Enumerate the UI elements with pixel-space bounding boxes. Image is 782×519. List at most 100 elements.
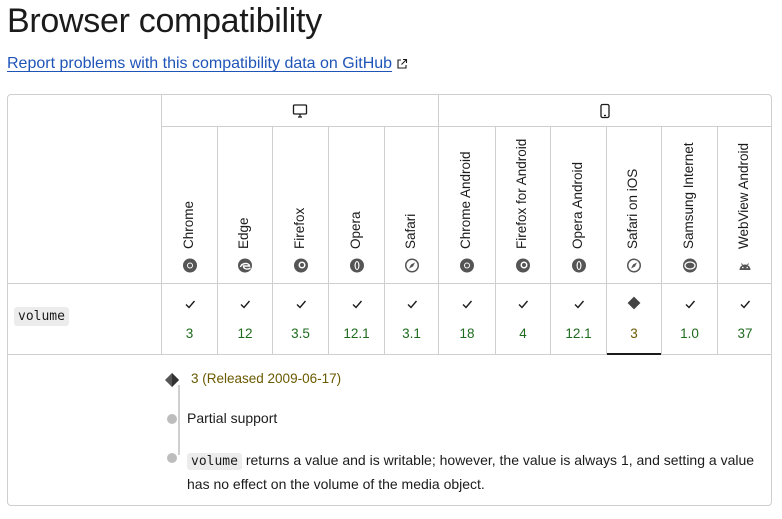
check-icon <box>296 300 306 309</box>
divider <box>161 95 162 354</box>
browser-header-chrome-android: Chrome Android <box>439 127 495 283</box>
feature-volume-code: volume <box>14 307 69 326</box>
support-cell-firefox-for-android[interactable]: 4 <box>496 284 550 354</box>
samsung-logo-icon <box>682 258 697 273</box>
browser-name: Edge <box>236 217 251 249</box>
timeline-dot <box>167 453 177 463</box>
divider <box>717 126 718 354</box>
check-icon <box>240 300 251 309</box>
support-cell-samsung-internet[interactable]: 1.0 <box>662 284 717 354</box>
divider <box>272 126 273 354</box>
support-cell-safari[interactable]: 3.1 <box>385 284 438 354</box>
browser-name: Samsung Internet <box>680 142 696 249</box>
check-icon <box>352 300 362 309</box>
check-icon <box>574 300 584 309</box>
divider <box>384 126 385 354</box>
page-title: Browser compatibility <box>7 2 322 40</box>
report-problems-link[interactable]: Report problems with this compatibility … <box>7 55 408 73</box>
browser-header-samsung-internet: Samsung Internet <box>662 127 717 283</box>
version-label: 18 <box>459 326 475 341</box>
android-logo-icon <box>739 263 751 270</box>
support-note: volume returns a value and is writable; … <box>187 449 767 496</box>
version-label: 3.1 <box>402 326 421 341</box>
report-link-label[interactable]: Report problems with this compatibility … <box>7 55 393 72</box>
support-cell-webview-android[interactable]: 37 <box>718 284 772 354</box>
external-link-icon <box>397 58 408 69</box>
browser-name: Chrome Android <box>458 151 473 249</box>
browser-name: Opera <box>347 211 363 249</box>
browser-header-safari-on-ios: Safari on iOS <box>607 127 661 283</box>
browser-header-safari: Safari <box>385 127 438 283</box>
support-cell-firefox[interactable]: 3.5 <box>273 284 328 354</box>
version-label: 3 <box>185 326 194 341</box>
divider <box>495 126 496 354</box>
support-cell-chrome[interactable]: 3 <box>162 284 217 354</box>
browser-name: Safari <box>402 213 418 249</box>
browser-header-opera-android: Opera Android <box>551 127 606 283</box>
browser-header-firefox-for-android: Firefox for Android <box>496 127 550 283</box>
edge-logo-icon <box>238 258 252 273</box>
check-icon <box>407 300 417 309</box>
release-info: 3 (Released 2009-06-17) <box>191 371 342 386</box>
firefox-logo-icon <box>293 258 308 273</box>
support-cell-opera-android[interactable]: 12.1 <box>551 284 606 354</box>
divider <box>606 126 607 354</box>
version-label: 12.1 <box>565 326 592 341</box>
divider <box>661 126 662 354</box>
partial-support-label: Partial support <box>187 410 278 426</box>
support-cell-chrome-android[interactable]: 18 <box>439 284 495 354</box>
version-label: 4 <box>519 326 527 341</box>
browser-header-webview-android: WebView Android <box>718 127 772 283</box>
note-code: volume <box>187 453 242 470</box>
divider <box>8 283 772 284</box>
divider <box>438 126 439 354</box>
version-label: 12 <box>237 326 253 341</box>
check-icon <box>185 300 195 309</box>
support-timeline <box>178 385 180 455</box>
browser-name: Opera Android <box>569 161 585 249</box>
browser-name: Chrome <box>180 200 196 249</box>
support-cell-opera[interactable]: 12.1 <box>329 284 384 354</box>
compat-table: volume Chrome 3 Edge 12 Firefox 3.5 Opera 12.1 S… <box>7 94 772 506</box>
divider <box>8 354 772 355</box>
partial-support-icon <box>627 296 641 310</box>
desktop-icon <box>292 104 308 118</box>
divider <box>328 126 329 354</box>
support-cell-edge[interactable]: 12 <box>218 284 272 354</box>
divider <box>217 126 218 354</box>
mobile-icon <box>600 103 610 119</box>
firefox-logo-icon <box>516 258 530 273</box>
browser-header-edge: Edge <box>218 127 272 283</box>
check-icon <box>685 300 695 309</box>
divider <box>161 126 772 127</box>
check-icon <box>740 300 751 309</box>
browser-header-chrome: Chrome <box>162 127 217 283</box>
divider <box>550 126 551 354</box>
check-icon <box>462 300 473 309</box>
note-text: returns a value and is writable; however… <box>187 452 755 492</box>
safari-logo-icon <box>627 258 641 273</box>
browser-name: Firefox <box>291 207 307 249</box>
platform-desktop <box>162 95 438 126</box>
browser-header-firefox: Firefox <box>273 127 328 283</box>
browser-header-opera: Opera <box>329 127 384 283</box>
opera-logo-icon <box>349 258 364 273</box>
opera-logo-icon <box>571 258 586 273</box>
browser-name: Firefox for Android <box>514 138 529 249</box>
version-label: 3 <box>630 326 638 341</box>
browser-name: Safari on iOS <box>625 168 640 249</box>
version-label: 1.0 <box>680 326 699 341</box>
active-cell-indicator <box>607 353 661 355</box>
chrome-logo-icon <box>182 258 197 273</box>
version-label: 37 <box>737 326 753 341</box>
version-label: 12.1 <box>343 326 370 341</box>
support-cell-safari-on-ios[interactable]: 3 <box>607 284 661 355</box>
partial-support-icon <box>165 373 179 387</box>
platform-mobile <box>439 95 772 126</box>
chrome-logo-icon <box>460 258 474 273</box>
check-icon <box>518 300 529 309</box>
browser-name: WebView Android <box>736 142 751 249</box>
version-label: 3.5 <box>291 326 310 341</box>
safari-logo-icon <box>404 258 419 273</box>
timeline-dot <box>167 414 177 424</box>
